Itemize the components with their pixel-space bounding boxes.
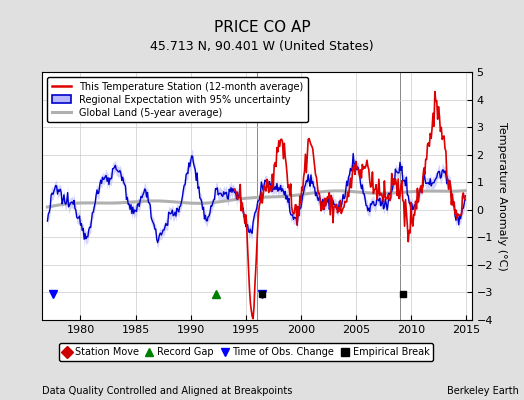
- Legend: Station Move, Record Gap, Time of Obs. Change, Empirical Break: Station Move, Record Gap, Time of Obs. C…: [59, 343, 433, 361]
- Text: Data Quality Controlled and Aligned at Breakpoints: Data Quality Controlled and Aligned at B…: [42, 386, 292, 396]
- Legend: This Temperature Station (12-month average), Regional Expectation with 95% uncer: This Temperature Station (12-month avera…: [47, 77, 308, 122]
- Y-axis label: Temperature Anomaly (°C): Temperature Anomaly (°C): [497, 122, 507, 270]
- Text: PRICE CO AP: PRICE CO AP: [214, 20, 310, 35]
- Text: Berkeley Earth: Berkeley Earth: [447, 386, 519, 396]
- Text: 45.713 N, 90.401 W (United States): 45.713 N, 90.401 W (United States): [150, 40, 374, 53]
